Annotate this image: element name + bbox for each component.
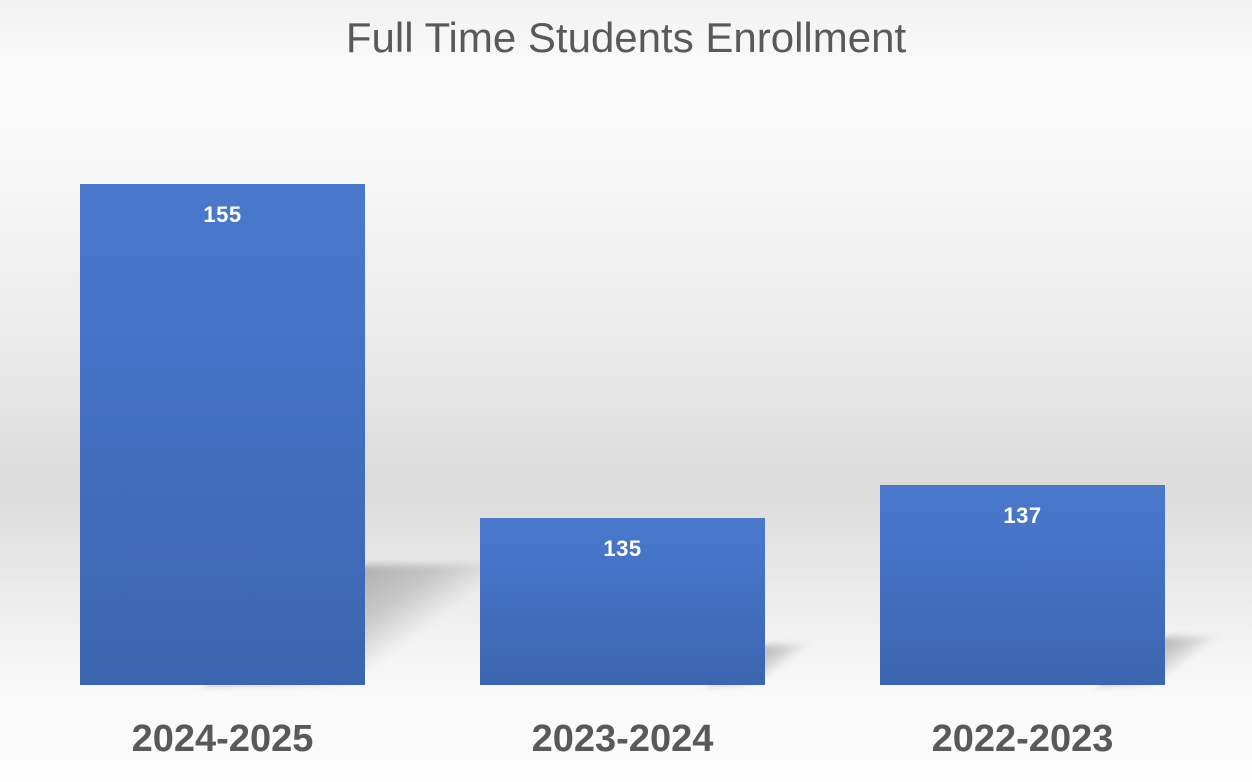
bar-value-label-2023-2024: 135 (603, 536, 642, 561)
chart-title: Full Time Students Enrollment (345, 14, 907, 61)
category-label-2023-2024: 2023-2024 (531, 718, 714, 760)
bar-2023-2024[interactable]: 135 (480, 518, 765, 685)
bar-value-label-2024-2025: 155 (203, 202, 242, 227)
bar-2022-2023[interactable]: 137 (880, 485, 1165, 685)
category-label-2022-2023: 2022-2023 (931, 718, 1114, 760)
category-label-2024-2025: 2024-2025 (131, 718, 314, 760)
bar-2024-2025[interactable]: 155 (80, 184, 365, 685)
bar-value-label-2022-2023: 137 (1003, 503, 1042, 528)
